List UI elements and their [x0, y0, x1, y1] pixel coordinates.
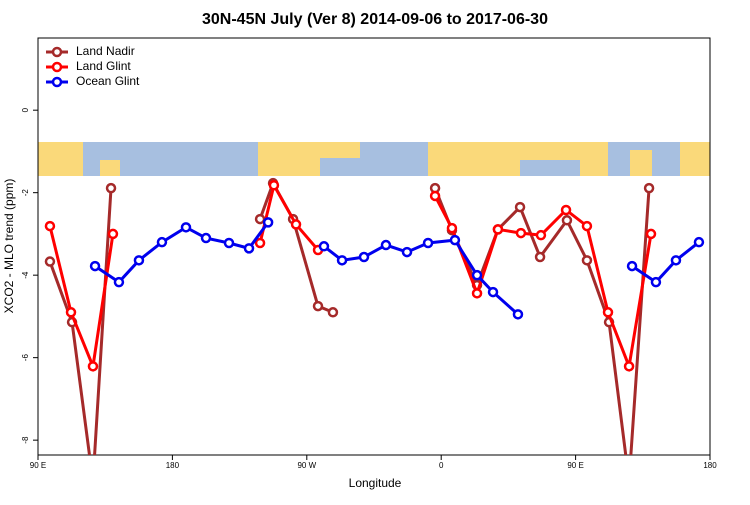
data-point — [534, 251, 546, 263]
data-point — [693, 236, 705, 248]
data-point — [156, 236, 168, 248]
data-point — [105, 182, 117, 194]
y-tick-label: -6 — [21, 354, 30, 362]
x-axis-label: Longitude — [349, 476, 402, 490]
data-point — [512, 309, 524, 320]
data-point — [113, 276, 125, 288]
x-tick-label: 180 — [703, 461, 717, 470]
series-line — [48, 225, 115, 372]
data-point — [89, 260, 101, 272]
data-point — [514, 201, 526, 213]
data-point — [670, 255, 682, 266]
data-point — [492, 224, 504, 235]
y-tick-label: -2 — [21, 189, 30, 197]
series-line — [94, 221, 270, 285]
data-point — [254, 237, 266, 249]
data-point — [623, 361, 635, 372]
data-point — [602, 307, 614, 318]
series-line — [323, 238, 519, 316]
data-point — [380, 239, 392, 251]
data-point — [645, 228, 657, 240]
data-point — [44, 256, 56, 267]
y-axis-label: XCO2 - MLO trend (ppm) — [2, 179, 16, 314]
x-tick-label: 90 E — [30, 461, 46, 470]
data-point — [89, 477, 97, 485]
legend-marker — [51, 61, 63, 73]
data-point — [65, 307, 77, 318]
legend-marker — [51, 76, 63, 88]
legend-label: Land Nadir — [76, 44, 135, 58]
y-tick-label: 0 — [21, 107, 30, 112]
data-point — [223, 237, 235, 249]
data-point — [401, 246, 413, 258]
data-point — [429, 190, 441, 202]
data-point — [107, 228, 119, 240]
x-tick-label: 90 E — [567, 461, 583, 470]
data-point — [87, 361, 99, 372]
data-point — [471, 269, 483, 281]
data-point — [44, 220, 56, 232]
data-point — [358, 251, 370, 263]
data-point — [200, 232, 212, 244]
data-point — [471, 288, 483, 299]
series-line — [258, 181, 320, 251]
data-point — [515, 227, 527, 239]
plot-area — [44, 177, 705, 485]
data-point — [262, 217, 274, 228]
data-point — [560, 204, 572, 216]
series-line — [48, 188, 113, 455]
data-point — [487, 286, 499, 298]
data-point — [535, 229, 547, 241]
series-line — [433, 195, 653, 372]
data-point — [133, 255, 145, 266]
map-band — [38, 142, 710, 176]
data-point — [643, 182, 655, 194]
x-tick-label: 180 — [166, 461, 180, 470]
data-point — [318, 241, 330, 252]
data-point — [254, 213, 266, 225]
chart-title: 30N-45N July (Ver 8) 2014-09-06 to 2017-… — [202, 11, 548, 28]
y-tick-label: -4 — [21, 271, 30, 279]
data-point — [625, 477, 633, 485]
data-point — [581, 255, 593, 266]
data-point — [581, 220, 593, 232]
data-point — [327, 307, 339, 318]
x-tick-label: 90 W — [297, 461, 316, 470]
data-point — [650, 276, 662, 288]
series-line — [631, 240, 700, 285]
data-point — [449, 234, 461, 246]
legend-label: Land Glint — [76, 59, 131, 73]
legend-label: Ocean Glint — [76, 74, 140, 88]
data-point — [268, 179, 280, 191]
data-point — [422, 237, 434, 249]
data-point — [626, 260, 638, 272]
data-point — [290, 219, 302, 230]
data-point — [312, 300, 324, 312]
data-point — [180, 222, 192, 233]
data-point — [243, 243, 255, 254]
data-point — [336, 255, 348, 266]
y-tick-label: -8 — [21, 436, 30, 444]
x-tick-label: 0 — [439, 461, 444, 470]
plot-frame — [37, 37, 711, 456]
data-point — [561, 215, 573, 226]
data-point — [446, 222, 458, 234]
legend-marker — [51, 46, 63, 58]
